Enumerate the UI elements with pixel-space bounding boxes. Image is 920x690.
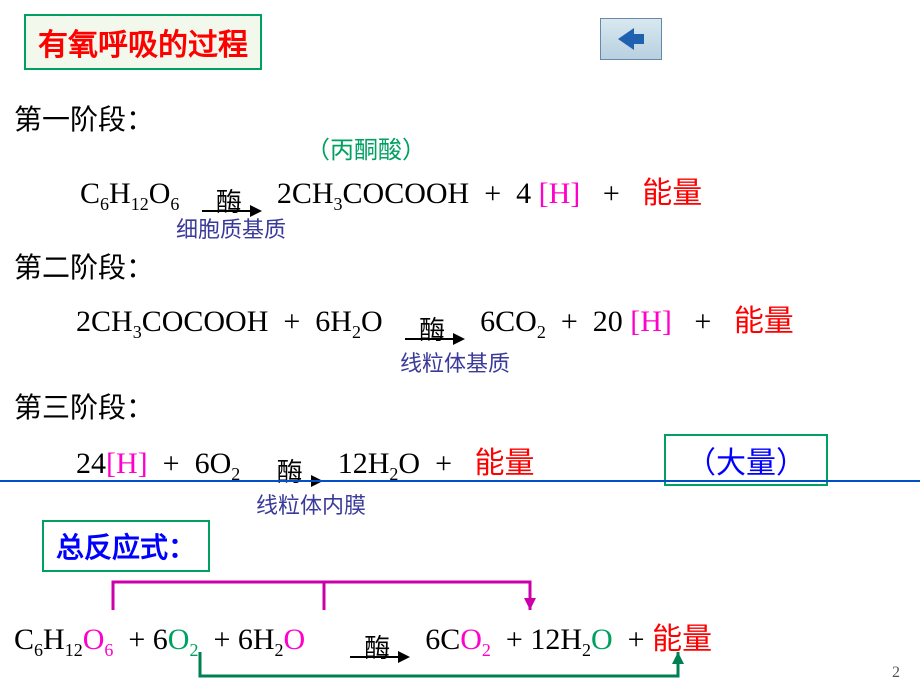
stage3-large-box: （大量）: [664, 434, 828, 486]
stage3-location: 线粒体内膜: [256, 488, 366, 520]
title-box: 有氧呼吸的过程: [24, 14, 262, 70]
back-button[interactable]: [600, 18, 662, 60]
stage1-annotation: （丙酮酸）: [306, 130, 426, 165]
page-number: 2: [892, 664, 900, 682]
stage1-H: [H]: [539, 177, 581, 210]
stage2-location: 线粒体基质: [400, 346, 510, 378]
stage3-energy: 能量: [475, 447, 535, 480]
back-arrow-icon: [616, 24, 646, 54]
title-text: 有氧呼吸的过程: [38, 29, 248, 62]
stage1-energy: 能量: [642, 177, 702, 210]
stage2-label: 第二阶段：: [14, 246, 154, 286]
stage2-enzyme: 酶: [419, 310, 445, 347]
stage1-formula: C6H12O6 酶 2CH3COCOOH + 4 [H] + 能量: [80, 168, 702, 215]
summary-label-box: 总反应式：: [42, 520, 210, 572]
stage1-location: 细胞质基质: [176, 212, 286, 244]
summary-label: 总反应式：: [56, 533, 196, 564]
stage3-label: 第三阶段：: [14, 386, 154, 426]
stage3-H: [H]: [106, 447, 148, 480]
summary-energy: 能量: [652, 623, 712, 656]
stage3-formula: 24[H] + 6O2 酶 12H2O + 能量: [76, 438, 535, 485]
summary-formula: C6H12O6 + 6O2 + 6H2O 酶 6CO2 + 12H2O + 能量: [14, 614, 712, 661]
stage1-label: 第一阶段：: [14, 98, 154, 138]
stage3-enzyme: 酶: [277, 452, 303, 489]
summary-enzyme: 酶: [364, 628, 390, 665]
stage3-large-text: （大量）: [686, 447, 806, 480]
stage2-energy: 能量: [734, 305, 794, 338]
divider-line: [0, 480, 920, 482]
stage2-H: [H]: [630, 305, 672, 338]
stage2-formula: 2CH3COCOOH + 6H2O 酶 6CO2 + 20 [H] + 能量: [76, 296, 794, 343]
